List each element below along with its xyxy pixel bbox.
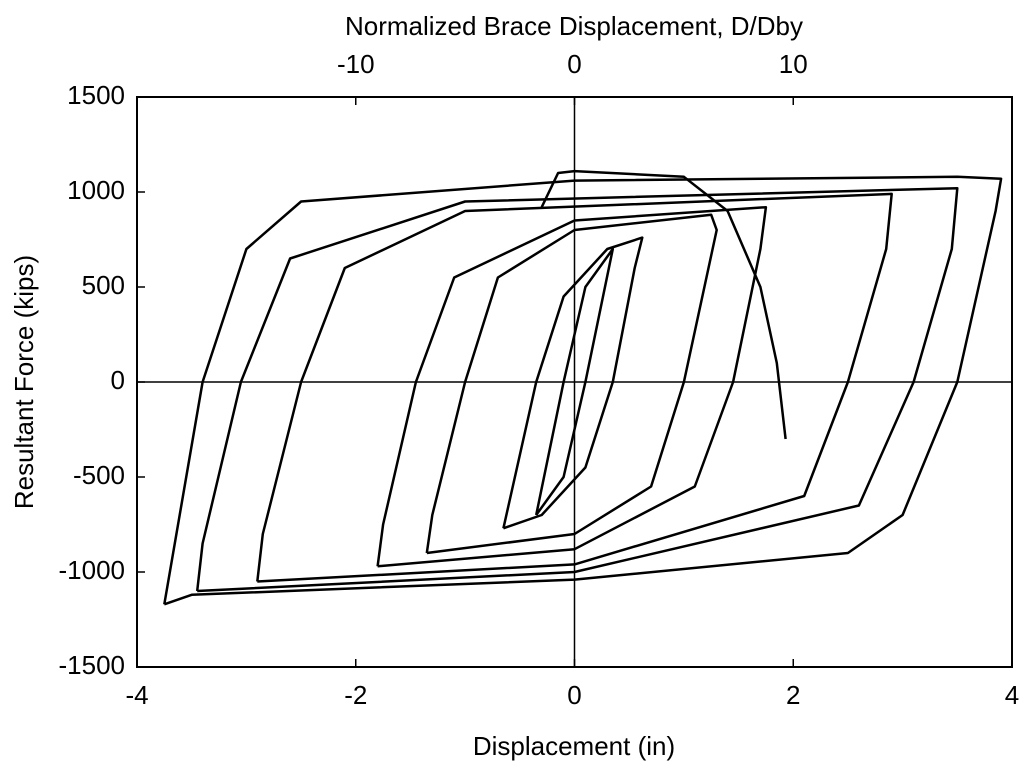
x-tick-label: 2 xyxy=(786,680,800,710)
hysteresis-curve xyxy=(534,247,615,516)
y-axis-label: Resultant Force (kips) xyxy=(9,255,39,509)
hysteresis-curve xyxy=(163,175,1003,606)
hysteresis-curve xyxy=(376,205,768,568)
x2-tick-label: 0 xyxy=(567,49,581,79)
y-tick-label: -1000 xyxy=(59,555,126,585)
x-tick-label: -2 xyxy=(344,680,367,710)
x2-tick-label: -10 xyxy=(337,49,375,79)
hysteresis-curve xyxy=(195,186,959,593)
y-tick-label: 1000 xyxy=(67,175,125,205)
x-tick-label: 0 xyxy=(567,680,581,710)
x-tick-label: -4 xyxy=(125,680,148,710)
y-tick-label: 500 xyxy=(82,270,125,300)
y-tick-label: 0 xyxy=(111,365,125,395)
hysteresis-curve xyxy=(540,169,787,440)
x2-tick-label: 10 xyxy=(779,49,808,79)
x-tick-label: 4 xyxy=(1005,680,1019,710)
y-tick-label: 1500 xyxy=(67,80,125,110)
y-tick-label: -1500 xyxy=(59,650,126,680)
y-tick-label: -500 xyxy=(73,460,125,490)
x-axis-label: Displacement (in) xyxy=(473,731,675,761)
plot-frame xyxy=(136,96,1013,668)
hysteresis-curve xyxy=(502,236,644,530)
hysteresis-curve xyxy=(256,192,893,583)
hysteresis-curve xyxy=(425,213,718,555)
x2-axis-label: Normalized Brace Displacement, D/Dby xyxy=(345,11,803,41)
